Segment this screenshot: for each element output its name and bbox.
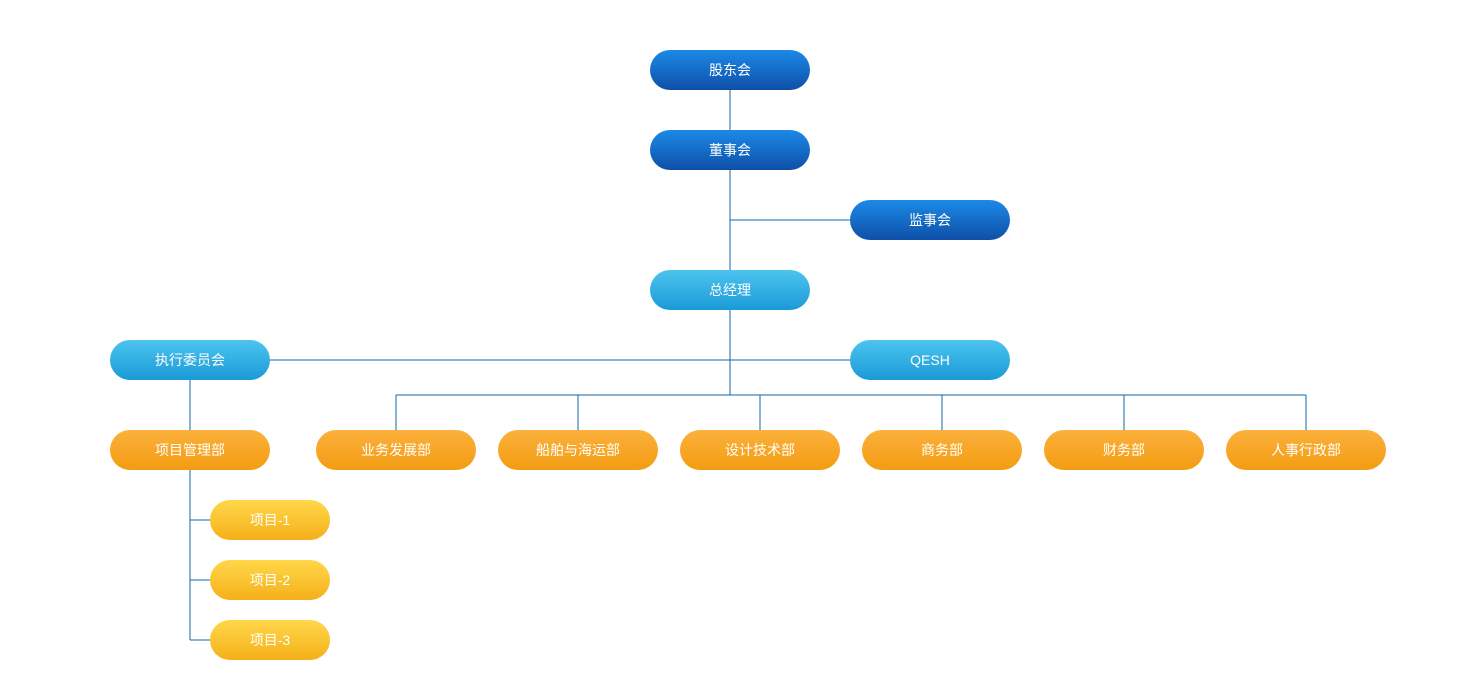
node-pm[interactable]: 项目管理部 [110, 430, 270, 470]
node-label: 船舶与海运部 [536, 440, 620, 460]
node-ship[interactable]: 船舶与海运部 [498, 430, 658, 470]
node-exec[interactable]: 执行委员会 [110, 340, 270, 380]
node-label: 商务部 [921, 440, 963, 460]
node-label: 业务发展部 [361, 440, 431, 460]
org-chart: 股东会董事会监事会总经理执行委员会 QESH 项目管理部 业务发展部 船舶与海运部 设计技… [0, 0, 1477, 688]
node-gm[interactable]: 总经理 [650, 270, 810, 310]
node-hr[interactable]: 人事行政部 [1226, 430, 1386, 470]
node-board[interactable]: 董事会 [650, 130, 810, 170]
node-label: 设计技术部 [725, 440, 795, 460]
node-qesh[interactable]: QESH [850, 340, 1010, 380]
node-label: QESH [910, 352, 950, 368]
node-commerce[interactable]: 商务部 [862, 430, 1022, 470]
node-label: 股东会 [709, 60, 751, 80]
node-shareholders[interactable]: 股东会 [650, 50, 810, 90]
node-label: 项目-3 [250, 630, 290, 650]
node-proj1[interactable]: 项目-1 [210, 500, 330, 540]
node-design[interactable]: 设计技术部 [680, 430, 840, 470]
node-proj2[interactable]: 项目-2 [210, 560, 330, 600]
node-label: 财务部 [1103, 440, 1145, 460]
node-label: 项目管理部 [155, 440, 225, 460]
node-label: 项目-1 [250, 510, 290, 530]
node-supervisory[interactable]: 监事会 [850, 200, 1010, 240]
node-label: 项目-2 [250, 570, 290, 590]
node-label: 总经理 [709, 280, 751, 300]
node-finance[interactable]: 财务部 [1044, 430, 1204, 470]
node-label: 董事会 [709, 140, 751, 160]
node-label: 人事行政部 [1271, 440, 1341, 460]
node-label: 执行委员会 [155, 350, 225, 370]
node-bd[interactable]: 业务发展部 [316, 430, 476, 470]
node-proj3[interactable]: 项目-3 [210, 620, 330, 660]
node-label: 监事会 [909, 210, 951, 230]
